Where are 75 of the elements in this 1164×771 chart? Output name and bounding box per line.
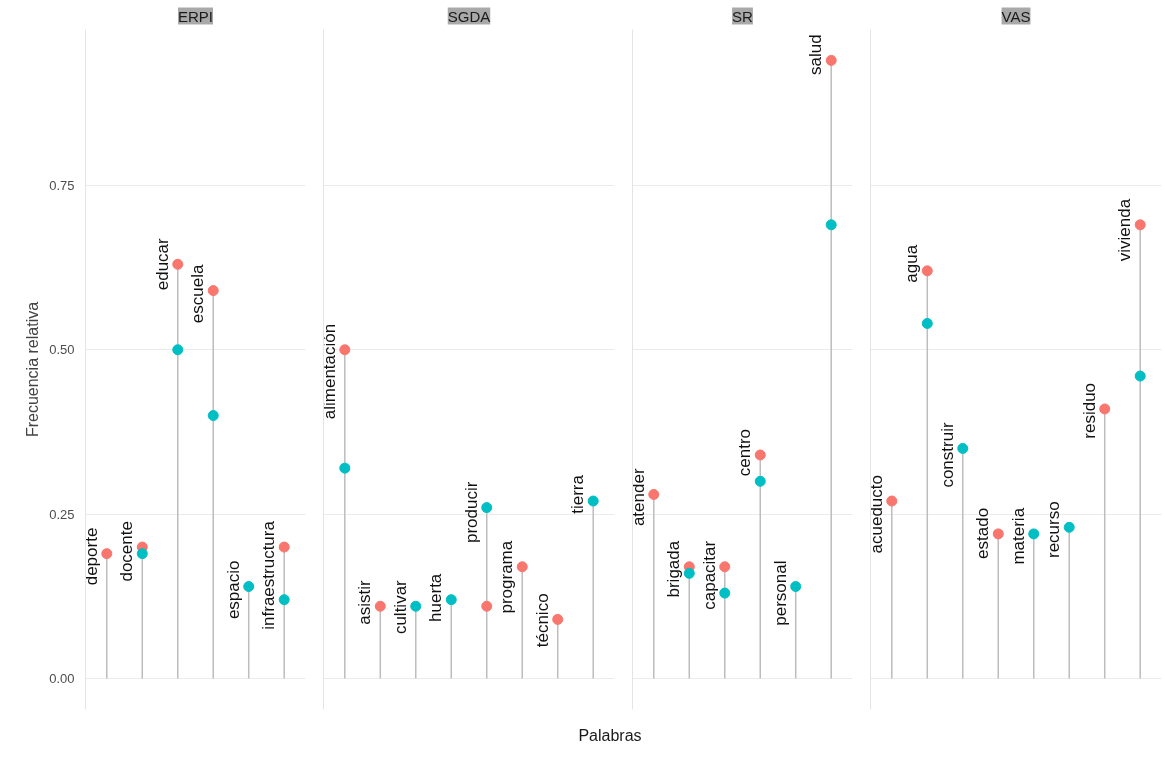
- point: [683, 567, 695, 579]
- point: [754, 449, 766, 461]
- point: [243, 581, 255, 593]
- point: [1134, 370, 1146, 382]
- y-tick-label: 0.50: [49, 342, 75, 358]
- category-label: infraestructura: [259, 521, 279, 630]
- category-label: residuo: [1079, 382, 1099, 439]
- category-label: centro: [735, 428, 755, 477]
- category-label: espacio: [223, 560, 243, 620]
- y-tick-label: 0.75: [49, 177, 75, 193]
- category-label: escuela: [188, 264, 208, 324]
- point: [339, 462, 351, 474]
- point: [481, 502, 493, 514]
- point: [172, 344, 184, 356]
- chart-title: VAS: [1001, 7, 1031, 25]
- category-label: huerta: [426, 573, 446, 622]
- point: [921, 317, 933, 329]
- point: [516, 561, 528, 573]
- point: [886, 495, 898, 507]
- category-label: agua: [902, 244, 922, 283]
- category-label: personal: [770, 560, 790, 626]
- category-label: producir: [461, 481, 481, 544]
- point: [552, 613, 564, 625]
- category-label: asistir: [355, 580, 375, 625]
- point: [339, 344, 351, 356]
- category-label: brigada: [664, 540, 684, 598]
- category-label: capacitar: [699, 540, 719, 610]
- chart-title: SGDA: [447, 7, 491, 25]
- y-tick-label: 0.25: [49, 506, 75, 522]
- point: [719, 561, 731, 573]
- category-label: estado: [973, 507, 993, 559]
- point: [207, 285, 219, 297]
- point: [481, 600, 493, 612]
- y-tick-label: 0.00: [49, 671, 75, 687]
- category-label: salud: [806, 34, 826, 76]
- point: [992, 528, 1004, 540]
- category-label: programa: [497, 540, 517, 614]
- point: [207, 410, 219, 422]
- x-axis-title: Palabras: [578, 726, 642, 746]
- point: [648, 488, 660, 500]
- category-label: docente: [117, 521, 137, 582]
- point: [825, 54, 837, 66]
- point: [587, 495, 599, 507]
- point: [101, 548, 113, 560]
- category-label: deporte: [81, 527, 101, 586]
- chart-title: ERPI: [178, 7, 214, 25]
- category-label: cultivar: [390, 580, 410, 635]
- point: [445, 594, 457, 606]
- point: [1134, 219, 1146, 231]
- category-label: tierra: [568, 475, 588, 514]
- point: [921, 265, 933, 277]
- point: [1028, 528, 1040, 540]
- point: [1063, 521, 1075, 533]
- category-label: vivienda: [1115, 198, 1135, 262]
- y-axis-title: Frecuencia relativa: [24, 301, 42, 438]
- category-label: educar: [152, 238, 172, 291]
- category-label: atender: [628, 468, 648, 527]
- point: [719, 587, 731, 599]
- point: [374, 600, 386, 612]
- chart-title: SR: [732, 7, 754, 25]
- category-label: acueducto: [866, 475, 886, 554]
- point: [410, 600, 422, 612]
- point: [1099, 403, 1111, 415]
- category-label: construir: [937, 422, 957, 488]
- point: [957, 442, 969, 454]
- category-label: recurso: [1044, 501, 1064, 559]
- category-label: técnico: [532, 593, 552, 648]
- point: [825, 219, 837, 231]
- point: [790, 581, 802, 593]
- point: [136, 548, 148, 560]
- point: [278, 594, 290, 606]
- category-label: materia: [1008, 507, 1028, 565]
- point: [278, 541, 290, 553]
- point: [172, 258, 184, 270]
- point: [754, 475, 766, 487]
